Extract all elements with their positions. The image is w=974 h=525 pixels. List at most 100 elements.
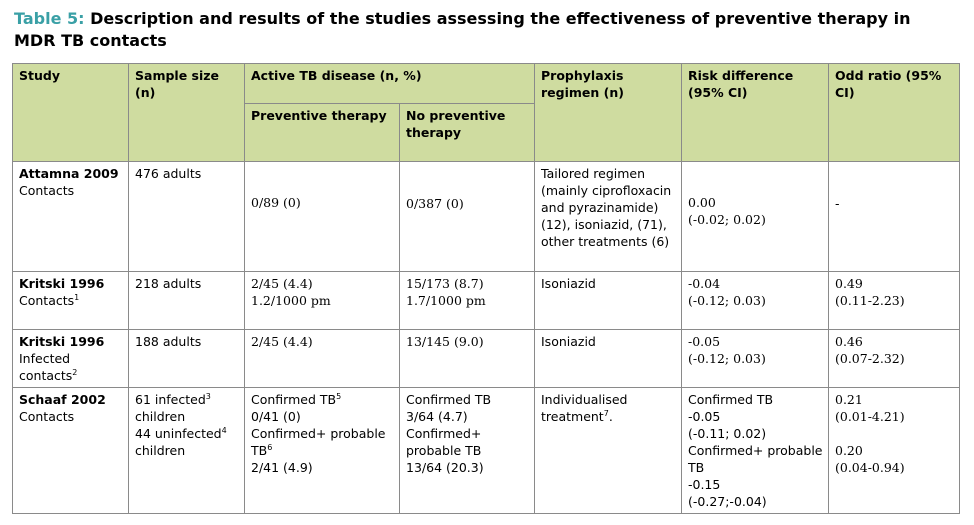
- pt-line: 1.2/1000 pm: [251, 293, 331, 308]
- npt-line: 13/64 (20.3): [406, 460, 484, 475]
- header-preventive-therapy: Preventive therapy: [244, 103, 400, 162]
- study-sub: Contacts: [19, 409, 75, 424]
- study-sub: Contacts: [19, 293, 75, 308]
- header-sample-size: Sample size (n): [128, 63, 245, 162]
- footnote-mark: 7: [603, 408, 609, 418]
- cell-regimen: Isoniazid: [534, 329, 682, 388]
- results-table: Study Sample size (n) Active TB disease …: [12, 63, 960, 514]
- table-title: Table 5: Description and results of the …: [14, 8, 954, 52]
- or-line: (0.01-4.21): [835, 409, 905, 424]
- header-risk-difference: Risk difference (95% CI): [681, 63, 829, 162]
- footnote-mark: 2: [72, 367, 78, 377]
- rd-line: (-0.02; 0.02): [688, 212, 766, 227]
- footnote-mark: 4: [221, 425, 227, 435]
- header-no-preventive-therapy: No preventive therapy: [399, 103, 535, 162]
- cell-risk-difference: -0.04 (-0.12; 0.03): [681, 271, 829, 330]
- subheader-row: Preventive therapy No preventive therapy: [13, 103, 960, 162]
- cell-regimen: Tailored regimen (mainly ciprofloxacin a…: [534, 161, 682, 272]
- no-preventive-value: 0/387 (0): [406, 196, 464, 211]
- footnote-mark: 1: [74, 292, 80, 302]
- header-active-tb: Active TB disease (n, %): [244, 63, 535, 104]
- sample-line: 44 uninfected: [135, 426, 222, 441]
- rd-line: Confirmed+ probable TB: [688, 443, 823, 475]
- sample-line: children: [135, 409, 186, 424]
- study-name: Kritski 1996: [19, 334, 105, 349]
- or-line: (0.11-2.23): [835, 293, 905, 308]
- pt-line: Confirmed TB: [251, 392, 337, 407]
- cell-no-preventive: 15/173 (8.7) 1.7/1000 pm: [399, 271, 535, 330]
- study-name: Schaaf 2002: [19, 392, 106, 407]
- rd-line: (-0.11; 0.02): [688, 426, 767, 441]
- cell-sample: 188 adults: [128, 329, 245, 388]
- cell-preventive: 2/45 (4.4): [244, 329, 400, 388]
- cell-risk-difference: Confirmed TB -0.05 (-0.11; 0.02) Confirmed+…: [681, 387, 829, 514]
- pt-line: 0/41 (0): [251, 409, 301, 424]
- footnote-mark: 3: [205, 391, 211, 401]
- table-row: Attamna 2009 Contacts 476 adults 0/89 (0)…: [12, 161, 960, 272]
- rd-line: (-0.12; 0.03): [688, 351, 766, 366]
- table-row: Kritski 1996 Contacts1 218 adults 2/45 (4…: [12, 271, 960, 330]
- preventive-value: 0/89 (0): [251, 194, 301, 210]
- cell-study: Kritski 1996 Contacts1: [12, 271, 129, 330]
- rd-line: -0.15: [688, 477, 721, 492]
- study-sub: Contacts: [19, 183, 75, 198]
- cell-sample: 61 infected3 children 44 uninfected4 childr…: [128, 387, 245, 514]
- table-row: Schaaf 2002 Contacts 61 infected3 children…: [12, 387, 960, 514]
- rd-line: -0.05: [688, 409, 721, 424]
- cell-risk-difference: -0.05 (-0.12; 0.03): [681, 329, 829, 388]
- or-value: -: [835, 196, 840, 211]
- cell-no-preventive: 0/387 (0): [399, 161, 535, 272]
- header-study: Study: [12, 63, 129, 162]
- or-line: (0.04-0.94): [835, 460, 905, 475]
- cell-regimen: Isoniazid: [534, 271, 682, 330]
- footnote-mark: 6: [267, 442, 273, 452]
- rd-line: (-0.12; 0.03): [688, 293, 766, 308]
- header-row: Study Sample size (n) Active TB disease …: [12, 63, 960, 162]
- cell-odd-ratio: 0.49 (0.11-2.23): [828, 271, 960, 330]
- cell-no-preventive: Confirmed TB 3/64 (4.7) Confirmed+ probabl…: [399, 387, 535, 514]
- npt-line: 1.7/1000 pm: [406, 293, 486, 308]
- npt-line: Confirmed+ probable TB: [406, 426, 482, 458]
- study-name: Attamna 2009: [19, 166, 119, 181]
- header-prophylaxis: Prophylaxis regimen (n): [534, 63, 682, 162]
- cell-preventive: Confirmed TB5 0/41 (0) Confirmed+ probable…: [244, 387, 400, 514]
- cell-study: Attamna 2009 Contacts: [12, 161, 129, 272]
- npt-line: Confirmed TB: [406, 392, 492, 407]
- or-line: 0.49: [835, 276, 863, 291]
- header-odd-ratio: Odd ratio (95% CI): [828, 63, 960, 162]
- or-line: 0.46: [835, 334, 863, 349]
- npt-line: 3/64 (4.7): [406, 409, 468, 424]
- cell-odd-ratio: -: [828, 161, 960, 272]
- cell-preventive: 0/89 (0): [244, 161, 400, 272]
- study-name-rest: Infected contacts: [19, 351, 73, 383]
- cell-regimen: Individualised treatment7.: [534, 387, 682, 514]
- cell-sample: 476 adults: [128, 161, 245, 272]
- rd-line: 0.00: [688, 195, 716, 210]
- cell-study: Schaaf 2002 Contacts: [12, 387, 129, 514]
- or-line: 0.20: [835, 443, 863, 458]
- study-name: Kritski 1996: [19, 276, 105, 291]
- table-title-lead: Table 5:: [14, 9, 85, 28]
- sample-line: 61 infected: [135, 392, 206, 407]
- cell-study: Kritski 1996 Infected contacts2: [12, 329, 129, 388]
- cell-preventive: 2/45 (4.4) 1.2/1000 pm: [244, 271, 400, 330]
- cell-risk-difference: 0.00 (-0.02; 0.02): [681, 161, 829, 272]
- cell-odd-ratio: 0.21 (0.01-4.21) 0.20 (0.04-0.94): [828, 387, 960, 514]
- rd-line: Confirmed TB: [688, 392, 774, 407]
- table-row: Kritski 1996 Infected contacts2 188 adul…: [12, 329, 960, 388]
- regimen-end: .: [608, 409, 613, 424]
- footnote-mark: 5: [336, 391, 342, 401]
- rd-line: -0.05: [688, 334, 721, 349]
- rd-line: -0.04: [688, 276, 721, 291]
- pt-line: 2/41 (4.9): [251, 460, 313, 475]
- cell-no-preventive: 13/145 (9.0): [399, 329, 535, 388]
- rd-line: (-0.27;-0.04): [688, 494, 767, 509]
- regimen-text: Individualised treatment: [541, 392, 628, 424]
- cell-odd-ratio: 0.46 (0.07-2.32): [828, 329, 960, 388]
- or-line: (0.07-2.32): [835, 351, 905, 366]
- or-line: 0.21: [835, 392, 863, 407]
- pt-line: Confirmed+ probable TB: [251, 426, 386, 458]
- cell-sample: 218 adults: [128, 271, 245, 330]
- npt-line: 15/173 (8.7): [406, 276, 484, 291]
- table-title-text: Description and results of the studies a…: [14, 9, 911, 50]
